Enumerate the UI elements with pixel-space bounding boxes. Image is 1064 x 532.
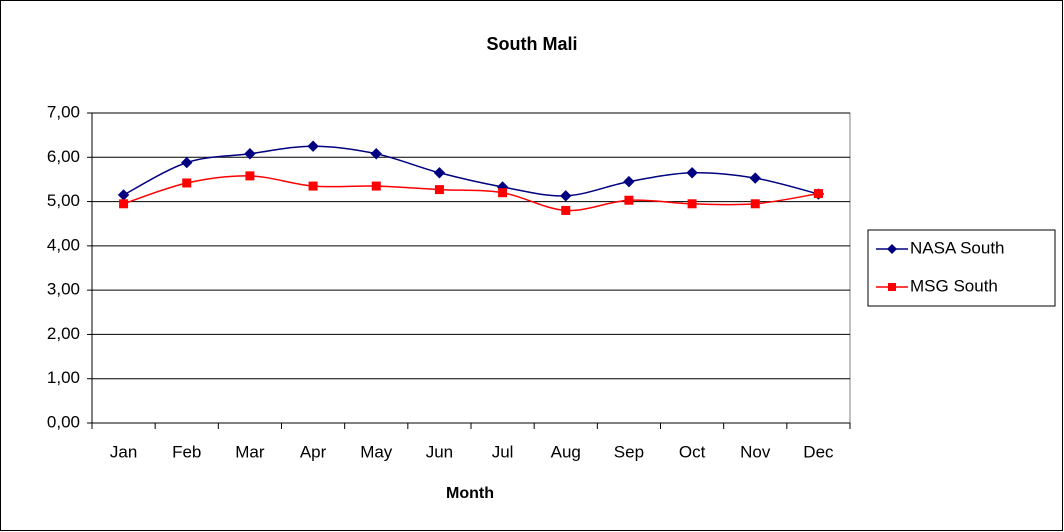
y-tick-label: 4,00 [47, 235, 80, 254]
y-tick-label: 0,00 [47, 412, 80, 431]
marker [181, 156, 193, 169]
legend-box [867, 229, 1056, 307]
legend-label: MSG South [910, 276, 998, 295]
x-axis-title: Month [446, 485, 494, 502]
x-tick-label: Jul [492, 442, 514, 461]
x-tick-label: Aug [551, 442, 581, 461]
x-tick-label: Jun [426, 442, 453, 461]
marker [686, 167, 698, 179]
x-tick-label: May [360, 442, 393, 461]
legend-marker [888, 283, 896, 291]
series-line [123, 175, 819, 212]
marker [182, 178, 192, 188]
y-tick-label: 2,00 [47, 324, 80, 343]
marker [749, 172, 761, 184]
legend-marker [887, 244, 897, 254]
x-tick-label: Apr [300, 442, 327, 461]
marker [307, 140, 319, 152]
marker [813, 189, 823, 199]
marker [308, 181, 318, 191]
x-tick-label: Mar [235, 442, 265, 461]
marker [750, 199, 760, 209]
y-tick-label: 1,00 [47, 368, 80, 387]
marker [244, 148, 256, 160]
marker [371, 181, 381, 191]
x-tick-label: Nov [740, 442, 771, 461]
y-tick-label: 6,00 [47, 147, 80, 166]
y-tick-label: 7,00 [47, 102, 80, 121]
y-tick-label: 5,00 [47, 191, 80, 210]
marker [434, 185, 444, 195]
x-tick-label: Dec [803, 442, 834, 461]
x-tick-label: Oct [679, 442, 706, 461]
x-tick-label: Sep [614, 442, 644, 461]
marker [498, 188, 508, 198]
plot-area [91, 112, 851, 424]
legend-label: NASA South [910, 238, 1005, 257]
x-tick-label: Jan [110, 442, 137, 461]
marker [119, 199, 129, 209]
chart-title: South Mali [487, 34, 578, 54]
marker [561, 205, 571, 215]
y-tick-label: 3,00 [47, 280, 80, 299]
marker [560, 190, 572, 202]
marker [687, 199, 697, 209]
x-tick-label: Feb [172, 442, 201, 461]
marker [370, 148, 382, 160]
marker [433, 167, 446, 179]
marker [624, 195, 634, 205]
marker [245, 171, 255, 181]
marker [623, 175, 635, 188]
